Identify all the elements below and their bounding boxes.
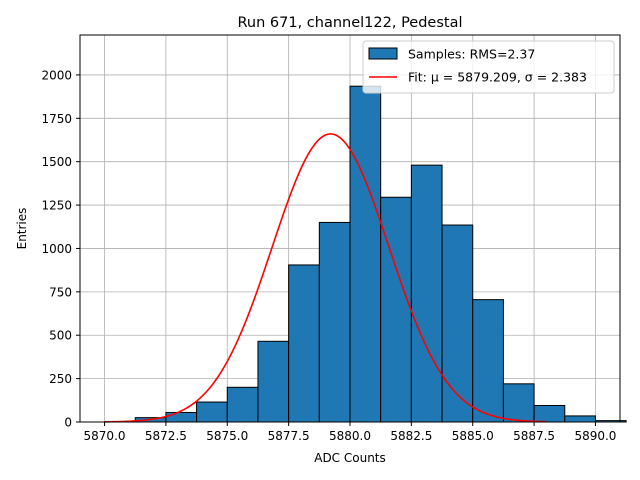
- y-tick-label: 750: [49, 285, 72, 299]
- y-tick-label: 2000: [41, 68, 72, 82]
- histogram-bar: [472, 299, 504, 423]
- histogram-bar: [533, 405, 566, 423]
- y-tick-label: 0: [64, 416, 72, 430]
- x-axis-label: ADC Counts: [314, 451, 386, 465]
- y-tick-label: 1000: [41, 242, 72, 256]
- x-tick-label: 5870.0: [84, 429, 126, 443]
- x-tick-label: 5872.5: [145, 429, 187, 443]
- chart-title: Run 671, channel122, Pedestal: [237, 15, 462, 31]
- histogram-bars: [134, 85, 627, 423]
- x-tick-label: 5882.5: [390, 429, 432, 443]
- histogram-bar: [257, 340, 290, 423]
- histogram-bar: [196, 401, 228, 423]
- x-axis-ticks: 5870.0 5872.5 5875.0 5877.5 5880.0 5882.5 5885…: [84, 422, 616, 443]
- x-tick-label: 5887.5: [513, 429, 555, 443]
- x-tick-label: 5885.0: [452, 429, 494, 443]
- y-tick-label: 1750: [41, 112, 72, 126]
- legend-label-samples: Samples: RMS=2.37: [408, 47, 535, 62]
- y-axis-label: Entries: [15, 208, 29, 250]
- histogram-bar: [226, 386, 259, 423]
- y-tick-label: 1500: [41, 155, 72, 169]
- histogram-bar: [349, 85, 382, 423]
- y-tick-label: 500: [49, 329, 72, 343]
- legend-swatch-samples: [368, 47, 398, 60]
- legend-frame: [362, 40, 615, 94]
- legend-label-fit: Fit: μ = 5879.209, σ = 2.383: [408, 70, 587, 85]
- fit-curve-layer: [104, 133, 547, 423]
- legend: Samples: RMS=2.37 Fit: μ = 5879.209, σ =…: [362, 40, 615, 94]
- x-tick-label: 5880.0: [329, 429, 371, 443]
- x-tick-label: 5890.0: [574, 429, 616, 443]
- histogram-bar: [564, 415, 596, 423]
- gaussian-fit-curve: [104, 133, 547, 423]
- y-tick-label: 1250: [41, 199, 72, 213]
- histogram-bar: [441, 224, 474, 423]
- y-tick-label: 250: [49, 372, 72, 386]
- x-tick-label: 5877.5: [268, 429, 310, 443]
- histogram-bar: [318, 221, 351, 423]
- x-tick-label: 5875.0: [206, 429, 248, 443]
- histogram-bar: [410, 164, 443, 423]
- y-axis-ticks: 0 250 500 750 1000 1250 1500 1750 2000: [41, 68, 80, 430]
- histogram-bar: [380, 196, 412, 423]
- histogram-bar: [165, 411, 198, 423]
- histogram-bar: [288, 264, 320, 423]
- histogram-bar: [502, 383, 535, 423]
